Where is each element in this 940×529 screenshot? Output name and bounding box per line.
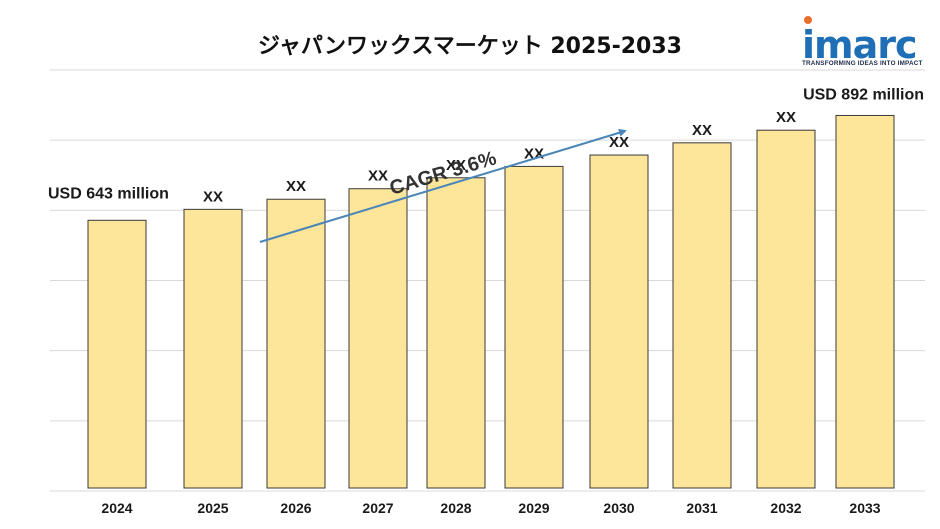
bar-2030 bbox=[589, 154, 649, 489]
chart-title: ジャパンワックスマーケット 2025-2033 bbox=[258, 34, 682, 59]
logo-wordmark: imarc bbox=[802, 23, 918, 67]
x-tick-2032: 2032 bbox=[770, 500, 801, 516]
bar-2031 bbox=[672, 142, 732, 489]
data-label-2026: XX bbox=[286, 178, 306, 195]
x-tick-2026: 2026 bbox=[280, 500, 311, 516]
x-tick-2030: 2030 bbox=[603, 500, 634, 516]
imarc-logo: imarc TRANSFORMING IDEAS INTO IMPACT bbox=[800, 14, 930, 72]
x-tick-2027: 2027 bbox=[362, 500, 393, 516]
data-label-2028: XX bbox=[446, 157, 466, 174]
logo-tagline: TRANSFORMING IDEAS INTO IMPACT bbox=[802, 60, 923, 67]
data-label-2032: XX bbox=[776, 109, 796, 126]
data-label-2024: USD 643 million bbox=[48, 185, 169, 202]
x-tick-2029: 2029 bbox=[518, 500, 549, 516]
bar-2033 bbox=[835, 114, 895, 489]
cagr-arrow bbox=[259, 128, 627, 243]
data-label-2031: XX bbox=[692, 122, 712, 139]
bar-2026 bbox=[266, 198, 326, 489]
x-tick-2024: 2024 bbox=[101, 500, 132, 516]
data-label-2030: XX bbox=[609, 134, 629, 151]
x-tick-2028: 2028 bbox=[440, 500, 471, 516]
x-tick-2025: 2025 bbox=[197, 500, 228, 516]
bar-2032 bbox=[756, 129, 816, 489]
data-label-2025: XX bbox=[203, 188, 223, 205]
bar-2028 bbox=[426, 177, 486, 489]
bar-2029 bbox=[504, 165, 564, 489]
data-label-2027: XX bbox=[368, 168, 388, 185]
bar-2025 bbox=[183, 208, 243, 489]
x-tick-2031: 2031 bbox=[686, 500, 717, 516]
x-tick-labels: 2024 2025 2026 2027 2028 2029 2030 2031 2032 2033 bbox=[101, 500, 880, 516]
bar-2024 bbox=[87, 219, 147, 489]
data-label-2033: USD 892 million bbox=[803, 86, 924, 103]
bar-2027 bbox=[348, 188, 408, 489]
x-tick-2033: 2033 bbox=[849, 500, 880, 516]
bars bbox=[87, 114, 895, 489]
logo-dot-icon bbox=[804, 16, 812, 24]
